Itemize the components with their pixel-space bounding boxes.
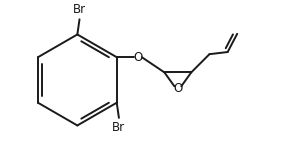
Text: O: O xyxy=(173,82,182,95)
Text: Br: Br xyxy=(112,121,125,134)
Text: O: O xyxy=(133,51,142,64)
Text: Br: Br xyxy=(73,3,86,16)
